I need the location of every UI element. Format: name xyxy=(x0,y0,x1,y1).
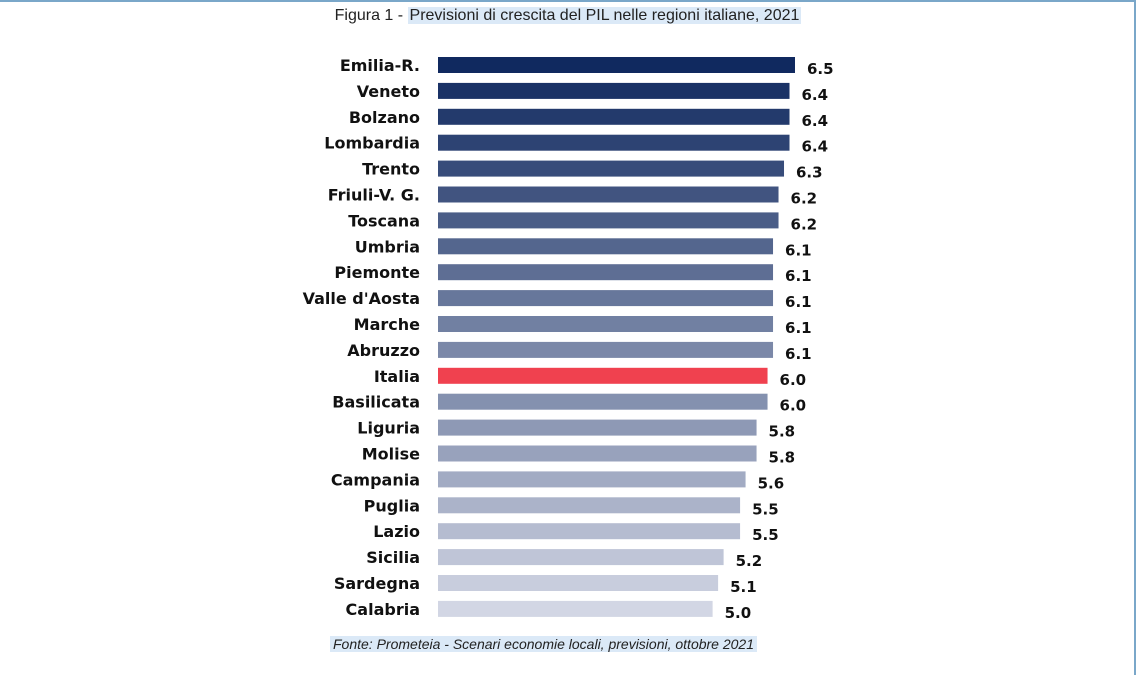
value-label: 6.2 xyxy=(791,215,818,233)
source-note: Fonte: Prometeia - Scenari economie loca… xyxy=(330,636,757,652)
value-label: 6.3 xyxy=(796,164,823,182)
bar-calabria xyxy=(438,600,713,617)
bar-marche xyxy=(438,316,774,332)
value-label: 5.8 xyxy=(769,423,796,441)
bar-basilicata xyxy=(438,393,768,410)
bar-toscana xyxy=(438,212,779,229)
bar-campania xyxy=(438,471,746,488)
value-label: 5.1 xyxy=(730,578,757,596)
category-label: Calabria xyxy=(346,600,420,619)
value-label: 6.2 xyxy=(791,190,818,208)
value-label: 6.1 xyxy=(785,267,812,285)
caption-prefix: Figura 1 - xyxy=(334,7,408,24)
caption-title: Previsioni di crescita del PIL nelle reg… xyxy=(407,7,802,24)
value-label: 6.0 xyxy=(780,397,807,415)
value-label: 5.6 xyxy=(758,474,785,492)
value-label: 5.5 xyxy=(752,526,779,544)
category-label: Marche xyxy=(354,315,420,334)
bar-bolzano xyxy=(438,108,790,125)
bar-sardegna xyxy=(438,575,719,591)
category-label: Bolzano xyxy=(349,108,420,127)
value-label: 5.0 xyxy=(725,604,752,622)
value-label: 5.8 xyxy=(769,449,796,467)
value-label: 6.4 xyxy=(802,112,829,130)
category-label: Lazio xyxy=(373,522,420,541)
value-label: 6.1 xyxy=(785,345,812,363)
bar-lazio xyxy=(438,523,741,540)
figure-caption: Figura 1 - Previsioni di crescita del PI… xyxy=(0,7,1136,25)
category-label: Piemonte xyxy=(334,263,420,282)
value-label: 6.4 xyxy=(802,138,829,156)
bar-piemonte xyxy=(438,264,774,281)
bar-friuli-v-g xyxy=(438,186,779,203)
bar-chart: Emilia-R. 6.5 Veneto 6.4 Bolzano 6.4 Lombardia… xyxy=(303,56,834,622)
bar-sicilia xyxy=(438,549,724,566)
bar-italia xyxy=(438,367,768,384)
value-label: 6.0 xyxy=(780,371,807,389)
bar-umbria xyxy=(438,238,774,255)
category-label: Abruzzo xyxy=(347,341,420,360)
value-label: 6.4 xyxy=(802,86,829,104)
bar-emilia-r xyxy=(438,57,795,73)
category-label: Campania xyxy=(331,470,420,489)
category-label: Trento xyxy=(362,160,420,179)
value-label: 6.1 xyxy=(785,319,812,337)
category-label: Toscana xyxy=(348,211,420,230)
category-label: Basilicata xyxy=(332,393,420,412)
category-label: Sicilia xyxy=(366,548,420,567)
bar-molise xyxy=(438,445,757,462)
bar-puglia xyxy=(438,497,741,514)
category-label: Molise xyxy=(362,445,420,464)
value-label: 6.1 xyxy=(785,241,812,259)
bar-valle-d-aosta xyxy=(438,290,774,307)
bar-veneto xyxy=(438,82,790,99)
bar-abruzzo xyxy=(438,341,774,358)
value-label: 6.1 xyxy=(785,293,812,311)
category-label: Umbria xyxy=(355,237,420,256)
category-label: Sardegna xyxy=(334,574,420,593)
category-label: Puglia xyxy=(364,496,420,515)
category-label: Valle d'Aosta xyxy=(303,289,420,308)
bar-trento xyxy=(438,160,785,177)
value-label: 5.5 xyxy=(752,500,779,518)
category-label: Friuli-V. G. xyxy=(328,186,420,205)
bar-lombardia xyxy=(438,134,790,151)
frame-border-top xyxy=(0,0,1136,2)
category-label: Lombardia xyxy=(324,134,420,153)
bar-liguria xyxy=(438,419,757,436)
frame-border-right xyxy=(1134,0,1136,675)
value-label: 5.2 xyxy=(736,552,763,570)
value-label: 6.5 xyxy=(807,60,834,78)
category-label: Veneto xyxy=(357,82,420,101)
category-label: Emilia-R. xyxy=(340,56,420,75)
category-label: Liguria xyxy=(357,419,420,438)
category-label: Italia xyxy=(374,367,420,386)
